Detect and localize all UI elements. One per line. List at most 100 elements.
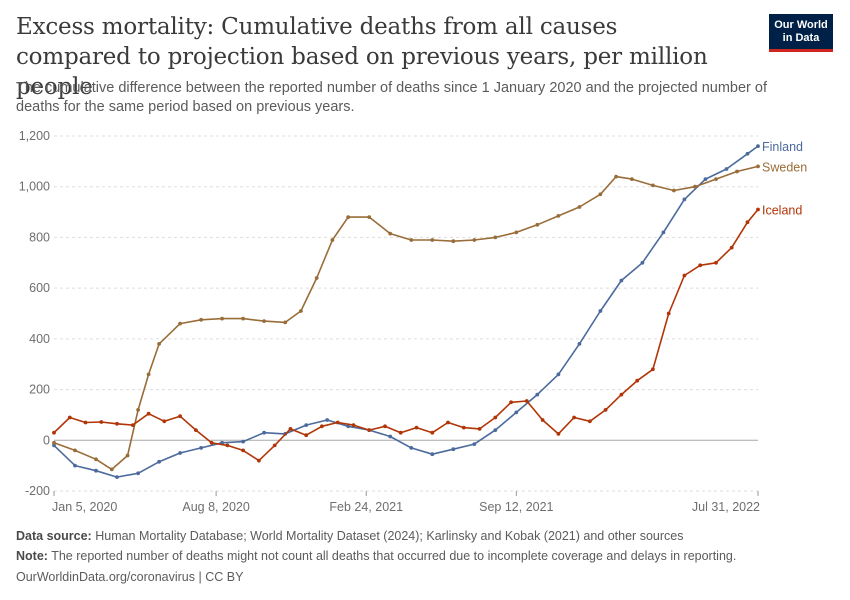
data-point-finland: [661, 230, 666, 235]
source-label: Data source:: [16, 529, 92, 543]
data-point-sweden: [52, 440, 56, 445]
data-point-finland: [199, 446, 204, 450]
data-point-finland: [724, 167, 729, 171]
line-chart: -200 0 200 400 600 800 1,000 1,200 Jan 5, 2020 Au…: [19, 129, 808, 514]
x-tick-label: Jan 5, 2020: [52, 500, 117, 514]
series-label-sweden: Sweden: [762, 160, 807, 174]
data-point-iceland: [540, 418, 545, 422]
data-point-iceland: [209, 440, 214, 445]
footer-credit[interactable]: OurWorldinData.org/coronavirus | CC BY: [16, 570, 243, 584]
y-tick-label: 0: [43, 433, 50, 447]
data-point-iceland: [729, 245, 734, 250]
data-point-sweden: [367, 215, 372, 219]
data-point-finland: [577, 342, 582, 346]
data-point-iceland: [52, 430, 56, 435]
data-point-sweden: [346, 215, 351, 219]
y-tick-label: 400: [29, 332, 50, 346]
data-point-finland: [745, 151, 750, 156]
data-point-iceland: [651, 367, 655, 372]
data-point-iceland: [493, 415, 498, 420]
data-point-iceland: [682, 273, 687, 278]
data-point-finland: [756, 144, 760, 148]
data-point-sweden: [756, 164, 760, 169]
data-point-finland: [535, 392, 540, 397]
data-point-sweden: [472, 238, 477, 242]
data-point-iceland: [67, 415, 72, 420]
data-point-sweden: [714, 177, 718, 181]
data-point-sweden: [299, 309, 303, 313]
data-point-sweden: [262, 319, 266, 323]
data-point-iceland: [603, 408, 608, 412]
data-point-finland: [451, 447, 456, 452]
data-point-sweden: [672, 188, 676, 193]
data-point-iceland: [383, 424, 387, 429]
data-point-iceland: [351, 423, 356, 427]
chart-title: Excess mortality: Cumulative deaths from…: [16, 14, 708, 100]
data-point-sweden: [535, 222, 540, 227]
credit-link[interactable]: OurWorldinData.org/coronavirus | CC BY: [16, 570, 244, 584]
data-point-sweden: [109, 467, 114, 472]
data-point-sweden: [409, 238, 414, 242]
data-point-iceland: [430, 430, 435, 435]
data-point-sweden: [283, 320, 288, 325]
data-point-sweden: [178, 321, 183, 326]
data-point-iceland: [509, 400, 513, 405]
y-tick-label: 600: [29, 281, 50, 295]
data-point-iceland: [588, 419, 592, 424]
footer-source: Data source: Human Mortality Database; W…: [16, 529, 683, 543]
data-point-sweden: [735, 169, 739, 174]
data-point-finland: [514, 410, 519, 415]
series-label-finland: Finland: [762, 140, 803, 154]
data-point-finland: [241, 439, 246, 444]
data-point-finland: [388, 434, 393, 439]
data-point-finland: [136, 471, 141, 476]
data-point-iceland: [619, 392, 624, 397]
data-point-iceland: [194, 428, 198, 432]
data-point-sweden: [630, 177, 634, 181]
y-tick-label: 1,000: [19, 180, 50, 194]
chart-subtitle: The cumulative difference between the re…: [16, 80, 767, 115]
data-point-finland: [703, 177, 708, 181]
data-point-finland: [409, 446, 414, 450]
data-point-finland: [52, 443, 56, 448]
data-point-sweden: [556, 214, 561, 218]
data-point-iceland: [130, 423, 135, 427]
data-point-finland: [346, 424, 351, 429]
data-point-iceland: [745, 220, 750, 225]
data-point-sweden: [125, 453, 130, 458]
data-point-iceland: [272, 443, 277, 448]
data-point-iceland: [398, 430, 403, 435]
data-point-finland: [598, 309, 603, 313]
data-point-iceland: [367, 428, 372, 432]
data-point-finland: [619, 278, 624, 283]
data-point-iceland: [320, 424, 324, 429]
data-point-finland: [73, 463, 77, 468]
data-point-sweden: [241, 316, 246, 321]
data-point-iceland: [225, 443, 230, 448]
y-tick-label: -200: [25, 484, 50, 498]
data-point-iceland: [524, 399, 529, 403]
data-point-iceland: [461, 425, 466, 430]
data-point-iceland: [241, 448, 246, 453]
data-point-iceland: [414, 425, 419, 430]
data-point-sweden: [94, 457, 98, 462]
data-point-iceland: [635, 378, 640, 383]
data-point-sweden: [693, 184, 697, 189]
data-point-iceland: [335, 420, 340, 425]
data-point-finland: [304, 423, 309, 427]
data-point-finland: [682, 197, 687, 202]
y-tick-label: 200: [29, 383, 50, 397]
data-point-iceland: [446, 420, 450, 425]
owid-logo[interactable]: Our World in Data: [769, 14, 833, 52]
x-tick-label: Feb 24, 2021: [329, 500, 403, 514]
data-point-sweden: [577, 205, 582, 209]
data-point-iceland: [714, 260, 718, 265]
data-point-sweden: [451, 239, 456, 244]
x-tick-label: Jul 31, 2022: [692, 500, 760, 514]
source-text: Human Mortality Database; World Mortalit…: [95, 529, 684, 543]
data-point-finland: [640, 260, 645, 265]
data-point-finland: [493, 428, 498, 432]
data-point-iceland: [115, 421, 119, 426]
data-point-iceland: [698, 263, 703, 268]
data-point-iceland: [83, 420, 88, 425]
